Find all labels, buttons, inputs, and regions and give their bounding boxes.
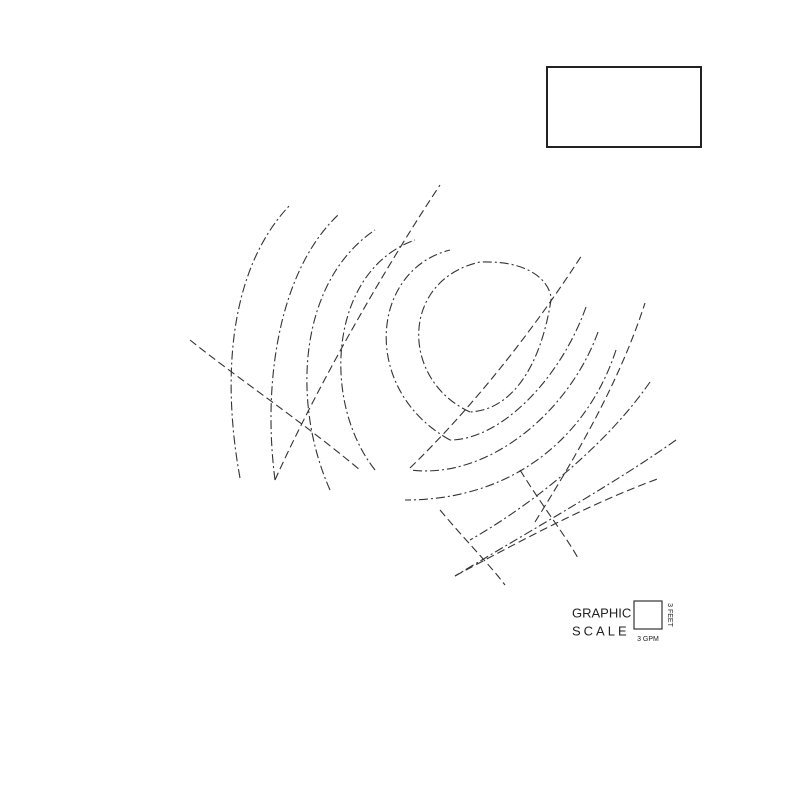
npsh-line bbox=[274, 184, 441, 481]
scale-gpm: 3 GPM bbox=[637, 636, 659, 643]
efficiency-contour bbox=[418, 261, 552, 413]
graphic-scale: GRAPHIC SCALE 3 FEET 3 GPM bbox=[572, 600, 673, 643]
info-frame bbox=[546, 66, 702, 148]
npsh-line bbox=[534, 302, 646, 523]
npsh-line bbox=[409, 254, 583, 469]
efficiency-contour bbox=[270, 214, 339, 481]
bhp-line bbox=[189, 339, 361, 471]
efficiency-contour bbox=[306, 229, 376, 491]
efficiency-contour bbox=[409, 331, 599, 472]
efficiency-contour bbox=[385, 249, 451, 441]
curve-overlays bbox=[189, 184, 677, 586]
scale-label: GRAPHIC bbox=[572, 605, 631, 620]
scale-feet: 3 FEET bbox=[666, 603, 673, 627]
efficiency-contour bbox=[340, 239, 416, 471]
bhp-line bbox=[519, 469, 579, 559]
scale-square bbox=[633, 600, 663, 630]
efficiency-contour bbox=[469, 381, 651, 541]
bhp-line bbox=[439, 509, 506, 586]
scale-label: SCALE bbox=[572, 623, 630, 638]
bhp-line bbox=[454, 477, 661, 577]
efficiency-contour bbox=[230, 204, 291, 479]
info-box: MODEL:IA1½XHSIZE:1½" x 2" x 10"IMPELLER … bbox=[546, 66, 702, 148]
efficiency-contour bbox=[454, 439, 677, 577]
